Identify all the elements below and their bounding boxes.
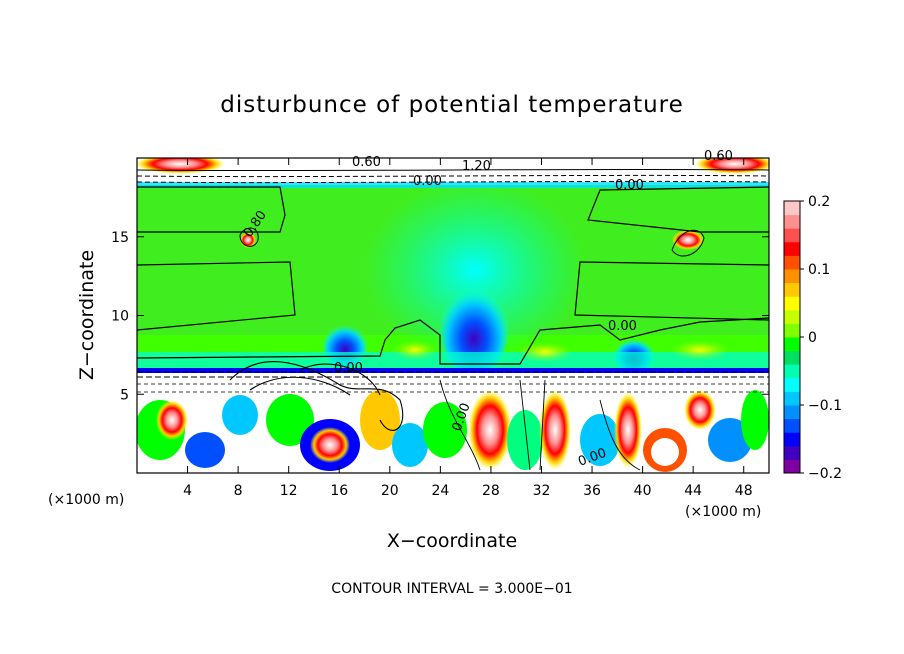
contour-zero-mid — [137, 317, 769, 365]
colorbar-swatch — [784, 201, 800, 216]
contour-top-2 — [137, 174, 769, 178]
colorbar-swatch — [784, 309, 800, 324]
colorbar-swatch — [784, 296, 800, 311]
colorbar-swatch — [784, 255, 800, 270]
colorbar-swatch — [784, 459, 800, 474]
contour-zero-upper — [137, 186, 769, 331]
contour-interval-note: CONTOUR INTERVAL = 3.000E−01 — [331, 581, 572, 597]
x-tick-label: 44 — [684, 483, 702, 499]
central-cyan — [365, 180, 585, 360]
contour-cluster — [229, 360, 404, 431]
colorbar — [783, 200, 801, 474]
colorbar-axis: 0.2 0.1 0 −0.1 −0.2 — [800, 194, 842, 482]
colorbar-tick-label: 0.2 — [808, 194, 830, 210]
contour-label: 0.60 — [352, 155, 381, 170]
x-tick-label: 20 — [381, 483, 399, 499]
x-axis-label: X−coordinate — [387, 530, 517, 552]
x-tick-label: 40 — [634, 483, 652, 499]
contour-lower — [439, 379, 641, 471]
x-unit-right: (×1000 m) — [685, 504, 761, 520]
contour-label: 1.20 — [462, 159, 491, 174]
contour-band — [137, 371, 769, 378]
colorbar-swatch — [784, 445, 800, 460]
y-axis: 5 10 15 — [111, 230, 769, 403]
right-feature — [672, 230, 704, 250]
top-cyan-edge — [137, 182, 769, 188]
x-tick-label: 12 — [280, 483, 298, 499]
contour-label: 0.60 — [704, 149, 733, 164]
contour-lines — [137, 168, 769, 471]
colorbar-tick-label: −0.1 — [808, 398, 842, 414]
yellow-spot-3 — [670, 340, 730, 360]
top-left-warm — [137, 158, 225, 174]
x-tick-label: 16 — [330, 483, 348, 499]
colorbar-swatch — [784, 432, 800, 447]
contour-label: 0.00 — [334, 361, 363, 376]
contour-label: 0.00 — [615, 178, 644, 193]
x-tick-label: 36 — [583, 483, 601, 499]
colorbar-tick-label: 0.1 — [808, 262, 830, 278]
contour-top-3 — [137, 180, 769, 184]
colorbar-swatch — [784, 228, 800, 243]
colorbar-swatch — [784, 323, 800, 338]
x-unit-left: (×1000 m) — [48, 492, 124, 508]
x-tick-label: 24 — [431, 483, 449, 499]
colorbar-swatch — [784, 391, 800, 406]
contour-label: 0.00 — [413, 174, 442, 189]
colorbar-tick-label: 0 — [808, 330, 817, 346]
colorbar-swatch — [784, 405, 800, 420]
lower-top-stripe — [137, 368, 769, 373]
y-axis-label: Z−coordinate — [76, 250, 98, 380]
colorbar-swatch — [784, 241, 800, 256]
contour-isolated — [239, 227, 705, 257]
colorbar-swatch — [784, 418, 800, 433]
x-tick-label: 8 — [234, 483, 243, 499]
colorbar-swatch — [784, 214, 800, 229]
contour-top-1 — [137, 168, 769, 172]
x-tick-label: 28 — [482, 483, 500, 499]
contour-label: 0.00 — [608, 319, 637, 334]
chart-title: disturbunce of potential temperature — [220, 92, 684, 118]
colorbar-tick-label: −0.2 — [808, 466, 842, 482]
x-tick-label: 48 — [735, 483, 753, 499]
yellow-spot-1 — [393, 340, 437, 360]
colorbar-swatch — [784, 282, 800, 297]
y-tick-label: 5 — [120, 387, 129, 403]
y-tick-label: 15 — [111, 230, 129, 246]
top-band — [137, 158, 769, 185]
colorbar-swatch — [784, 337, 800, 352]
x-tick-label: 4 — [183, 483, 192, 499]
colorbar-swatch — [784, 377, 800, 392]
colorbar-swatch — [784, 350, 800, 365]
colorbar-swatch — [784, 269, 800, 284]
x-axis: 4 8 12 16 20 24 28 32 36 40 44 48 — [183, 158, 753, 499]
y-tick-label: 10 — [111, 309, 129, 325]
x-tick-label: 32 — [533, 483, 551, 499]
colorbar-swatch — [784, 364, 800, 379]
contour-band-2 — [137, 383, 769, 393]
lower-blobs — [137, 390, 769, 472]
yellow-spot-2 — [517, 342, 573, 362]
